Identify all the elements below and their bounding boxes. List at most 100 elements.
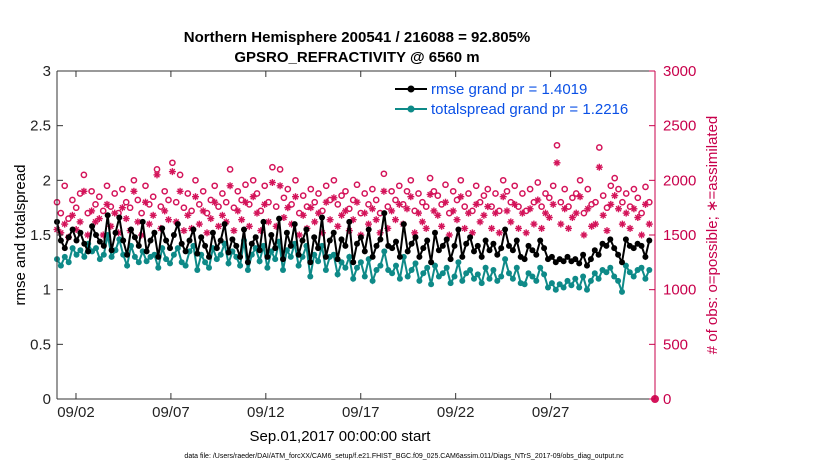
rmse-point-14: [108, 247, 115, 254]
spread-point-36: [194, 267, 201, 273]
obs-assimilated-62-stroke-3: [292, 193, 299, 200]
obs-assimilated-48-stroke-3: [238, 216, 245, 223]
spread-point-76: [350, 275, 357, 282]
obs-assimilated-110-stroke-3: [477, 218, 483, 225]
obs-possible-96: [422, 203, 430, 210]
obs-possible-89: [395, 182, 403, 190]
obs-assimilated-58-stroke-3: [277, 182, 283, 189]
obs-assimilated-103: [449, 207, 457, 215]
spread-point-20: [131, 253, 138, 260]
obs-assimilated-80-stroke-3: [361, 210, 368, 217]
obs-assimilated-60: [284, 204, 292, 212]
obs-assimilated-132-stroke-3: [561, 205, 568, 212]
spread-point-141: [603, 269, 610, 276]
rmse-point-117: [509, 247, 516, 254]
obs-possible-62: [292, 176, 299, 184]
x-tick-label-3: 09/17: [342, 404, 380, 421]
obs-assimilated-60-stroke-3: [284, 204, 291, 211]
obs-possible-31: [172, 198, 180, 206]
obs-possible-10: [92, 201, 99, 208]
obs-assimilated-56: [268, 179, 276, 186]
obs-possible-141: [595, 144, 603, 151]
obs-possible-27: [157, 203, 165, 210]
spread-point-12: [100, 251, 107, 258]
spread-point-10: [93, 245, 99, 252]
obs-possible-80: [361, 190, 369, 197]
spread-point-115: [502, 256, 509, 263]
rmse-point-3: [65, 234, 72, 241]
obs-possible-125: [534, 179, 542, 186]
rmse-point-69: [322, 253, 329, 260]
obs-assimilated-9-stroke-3: [88, 208, 95, 214]
rmse-point-78: [357, 234, 364, 241]
obs-assimilated-34-stroke-3: [184, 212, 191, 219]
obs-possible-70: [322, 182, 330, 190]
obs-possible-19: [126, 204, 134, 212]
spread-point-110: [482, 264, 489, 271]
obs-possible-18: [122, 198, 130, 206]
rmse-point-65: [307, 259, 314, 266]
rmse-point-11: [96, 238, 103, 245]
obs-possible-53: [257, 207, 265, 215]
rmse-point-21: [135, 242, 142, 249]
obs-possible-67: [311, 198, 319, 206]
obs-possible-63: [295, 209, 303, 217]
spread-point-42: [217, 251, 224, 258]
obs-assimilated-63-stroke-3: [296, 232, 303, 238]
obs-assimilated-36-stroke-3: [192, 193, 199, 200]
obs-possible-40: [207, 196, 215, 204]
rmse-point-109: [478, 253, 485, 260]
y-axis-label-right: # of obs: o=possible; ∗=assimilated: [704, 116, 721, 355]
obs-possible-45: [226, 166, 234, 173]
rmse-point-50: [248, 240, 255, 247]
obs-assimilated-99: [434, 211, 442, 219]
obs-assimilated-96: [422, 224, 430, 232]
obs-assimilated-47: [234, 207, 242, 215]
obs-possible-41: [211, 182, 219, 190]
obs-possible-58: [276, 166, 284, 173]
y-tick-label-left-5: 2.5: [30, 118, 51, 135]
obs-possible-61: [288, 201, 295, 208]
spread-point-56: [272, 256, 279, 263]
obs-assimilated-26-stroke-3: [154, 171, 160, 178]
obs-possible-12: [99, 207, 107, 215]
obs-assimilated-124-stroke-3: [531, 221, 537, 227]
obs-assimilated-70: [322, 198, 330, 206]
obs-assimilated-81-stroke-3: [365, 221, 372, 227]
spread-point-136: [584, 286, 590, 293]
rmse-point-96: [428, 259, 435, 266]
obs-assimilated-115-stroke-3: [496, 229, 503, 236]
x-tick-label-4: 09/22: [437, 404, 475, 421]
obs-assimilated-33: [180, 227, 188, 235]
rmse-point-5: [73, 237, 80, 244]
rmse-point-59: [283, 229, 290, 236]
rmse-point-124: [537, 237, 544, 244]
obs-possible-145: [611, 174, 619, 182]
spread-point-125: [541, 271, 548, 278]
rmse-point-84: [381, 210, 388, 217]
rmse-point-74: [342, 242, 349, 249]
y-tick-label-right-4: 2000: [663, 172, 696, 189]
obs-possible-28: [161, 187, 169, 195]
obs-assimilated-32-stroke-3: [177, 188, 183, 195]
obs-possible-119: [511, 182, 519, 190]
rmse-point-76: [350, 259, 357, 266]
obs-assimilated-25-stroke-3: [150, 212, 157, 219]
obs-possible-13: [103, 182, 111, 190]
rmse-point-71: [330, 229, 337, 236]
obs-possible-75: [342, 187, 349, 195]
obs-assimilated-131: [557, 220, 565, 228]
obs-assimilated-140-stroke-3: [592, 221, 599, 227]
obs-assimilated-126-stroke-3: [538, 225, 545, 232]
y-tick-label-right-6: 3000: [663, 63, 696, 80]
obs-assimilated-143: [603, 227, 611, 235]
obs-assimilated-97-stroke-3: [427, 191, 433, 198]
obs-assimilated-88: [392, 216, 399, 224]
spread-point-55: [268, 248, 275, 255]
legend-box: [391, 77, 649, 120]
obs-assimilated-101: [442, 198, 449, 206]
obs-assimilated-21-stroke-3: [134, 218, 141, 225]
obs-possible-56: [269, 163, 276, 171]
obs-assimilated-102: [445, 231, 453, 239]
chart-title: Northern Hemisphere 200541 / 216088 = 92…: [184, 29, 530, 46]
